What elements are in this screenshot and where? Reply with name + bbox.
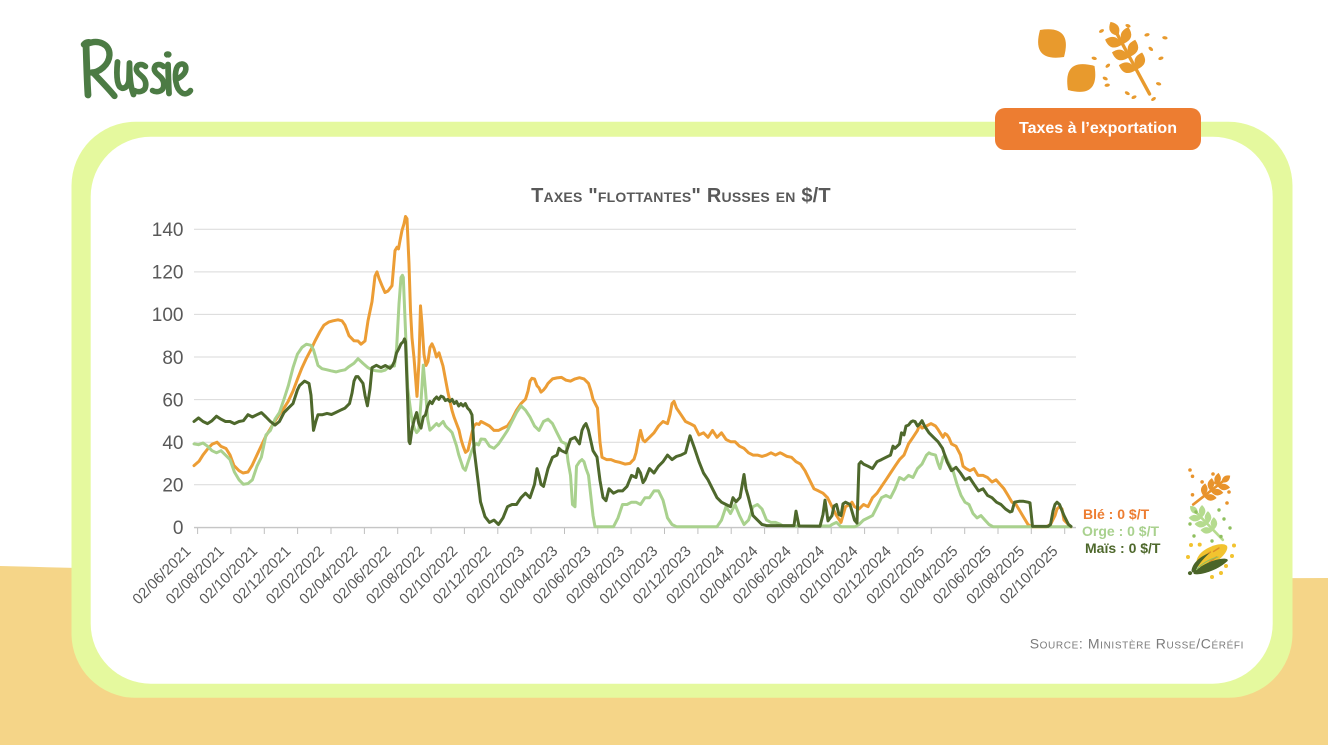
svg-text:20: 20 bbox=[162, 476, 183, 497]
svg-text:140: 140 bbox=[152, 220, 184, 241]
svg-text:Source: Ministère Russe/Céréfi: Source: Ministère Russe/Céréfi bbox=[1030, 636, 1244, 652]
svg-text:40: 40 bbox=[162, 433, 183, 454]
svg-text:Blé : 0 $/T: Blé : 0 $/T bbox=[1083, 506, 1150, 522]
svg-text:80: 80 bbox=[162, 348, 183, 369]
svg-text:0: 0 bbox=[173, 518, 184, 539]
svg-text:100: 100 bbox=[152, 305, 184, 326]
svg-text:Taxes "flottantes" Russes en $: Taxes "flottantes" Russes en $/T bbox=[531, 185, 831, 207]
svg-text:Maïs : 0 $/T: Maïs : 0 $/T bbox=[1085, 540, 1161, 556]
svg-text:Orge : 0 $/T: Orge : 0 $/T bbox=[1082, 523, 1159, 539]
svg-text:60: 60 bbox=[162, 390, 183, 411]
svg-text:120: 120 bbox=[152, 263, 184, 284]
